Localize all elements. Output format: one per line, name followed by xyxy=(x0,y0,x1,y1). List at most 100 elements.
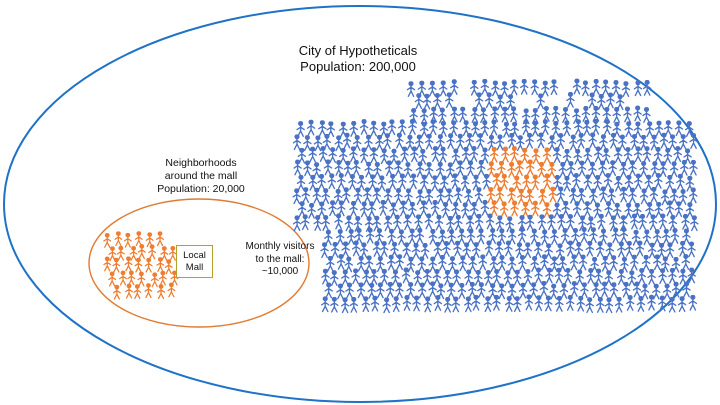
person-icon xyxy=(589,188,598,205)
person-icon xyxy=(334,135,343,152)
person-icon xyxy=(114,231,123,247)
person-icon xyxy=(466,228,476,245)
person-icon xyxy=(406,81,416,98)
person-icon xyxy=(369,147,379,164)
person-icon xyxy=(525,214,535,231)
person-icon xyxy=(634,173,643,190)
person-icon xyxy=(495,186,505,203)
person-icon xyxy=(409,173,418,190)
person-icon xyxy=(336,283,345,300)
person-icon xyxy=(292,188,301,205)
person-icon xyxy=(638,213,647,230)
person-icon xyxy=(540,229,549,246)
person-icon xyxy=(391,269,400,286)
person-icon xyxy=(148,244,157,260)
person-icon xyxy=(658,268,667,285)
person-icon xyxy=(611,80,621,96)
person-icon xyxy=(408,201,417,218)
person-icon xyxy=(410,146,419,163)
person-icon xyxy=(507,161,516,178)
person-icon xyxy=(639,188,649,205)
person-icon xyxy=(312,187,321,204)
person-icon xyxy=(551,105,560,122)
mall-label-line1: Local xyxy=(183,250,206,262)
person-icon xyxy=(635,240,645,257)
person-icon xyxy=(451,296,461,313)
person-icon xyxy=(503,270,513,287)
person-icon xyxy=(600,255,610,272)
person-icon xyxy=(630,254,639,271)
mall-label-line2: Mall xyxy=(185,261,204,273)
person-icon xyxy=(394,188,403,204)
person-icon xyxy=(379,241,389,257)
person-icon xyxy=(557,214,566,230)
person-icon xyxy=(419,108,429,125)
person-icon xyxy=(570,281,579,297)
person-icon xyxy=(618,134,627,151)
person-icon xyxy=(534,295,544,312)
person-icon xyxy=(539,281,549,297)
person-icon xyxy=(330,270,339,287)
person-icon xyxy=(574,119,583,136)
person-icon xyxy=(468,256,477,272)
person-icon xyxy=(334,160,344,176)
person-icon xyxy=(500,106,510,123)
local-mall-box: Local Mall xyxy=(176,245,213,278)
person-icon xyxy=(137,244,146,259)
person-icon xyxy=(621,81,631,98)
person-icon xyxy=(614,175,623,192)
person-icon xyxy=(103,256,112,272)
person-icon xyxy=(337,173,346,189)
person-icon xyxy=(144,283,153,299)
person-icon xyxy=(531,148,541,165)
person-icon xyxy=(471,294,481,311)
person-icon xyxy=(324,282,333,299)
person-icon xyxy=(664,120,673,137)
person-icon xyxy=(383,188,393,205)
person-icon xyxy=(342,132,352,149)
person-icon xyxy=(370,295,380,312)
person-icon xyxy=(356,255,366,272)
person-icon xyxy=(494,241,504,258)
person-icon xyxy=(403,214,412,231)
person-icon xyxy=(633,146,643,163)
person-icon xyxy=(404,188,413,205)
person-icon xyxy=(662,283,672,300)
person-icon xyxy=(430,200,440,216)
person-icon xyxy=(679,134,688,151)
person-icon xyxy=(485,213,495,230)
person-icon xyxy=(566,214,575,230)
person-icon xyxy=(690,215,699,232)
neighborhood-boundary xyxy=(88,198,310,328)
city-population-crowd xyxy=(292,78,699,314)
person-icon xyxy=(428,228,438,245)
person-icon xyxy=(349,201,358,217)
person-icon xyxy=(531,200,540,217)
person-icon xyxy=(549,283,558,300)
person-icon xyxy=(591,282,601,299)
person-icon xyxy=(379,148,389,165)
person-icon xyxy=(607,188,616,205)
person-icon xyxy=(663,147,673,164)
person-icon xyxy=(424,133,434,150)
person-icon xyxy=(464,296,473,313)
person-icon xyxy=(419,121,429,138)
person-icon xyxy=(156,257,165,272)
person-icon xyxy=(547,214,556,231)
person-icon xyxy=(449,120,458,137)
person-icon xyxy=(510,146,519,162)
person-icon xyxy=(359,119,369,135)
person-icon xyxy=(507,132,517,149)
person-icon xyxy=(497,160,506,177)
person-icon xyxy=(412,295,421,312)
person-icon xyxy=(636,296,646,312)
person-icon xyxy=(349,121,358,137)
person-icon xyxy=(623,106,632,123)
person-icon xyxy=(469,202,479,218)
person-icon xyxy=(680,159,689,176)
person-icon xyxy=(458,106,467,123)
person-icon xyxy=(447,229,456,246)
person-icon xyxy=(530,79,539,96)
person-icon xyxy=(596,297,605,313)
